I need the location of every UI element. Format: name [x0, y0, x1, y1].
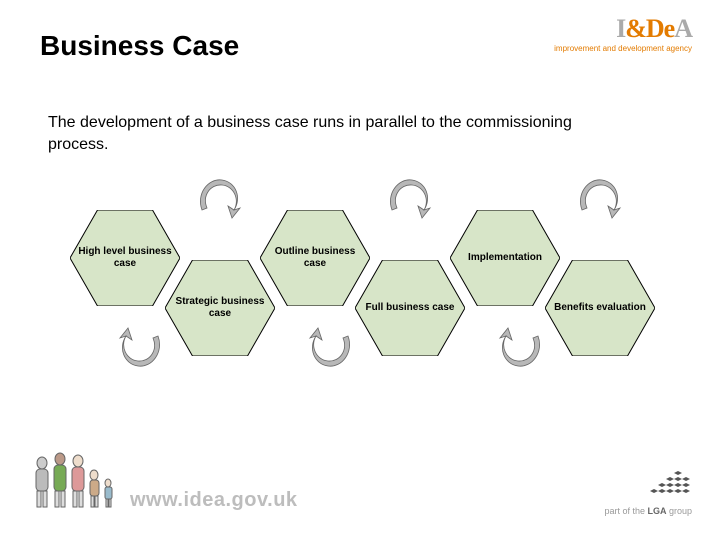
slide: Business Case I&DeA improvement and deve… — [0, 0, 720, 540]
loop-arrow-bottom — [110, 326, 170, 379]
hex-node: Benefits evaluation — [545, 260, 655, 356]
subtitle: The development of a business case runs … — [48, 112, 608, 155]
hex-node: Outline business case — [260, 210, 370, 306]
lga-text-bold: LGA — [647, 506, 666, 516]
hex-label: Strategic business case — [165, 260, 275, 356]
hex-node: High level business case — [70, 210, 180, 306]
loop-arrow-top — [380, 172, 440, 225]
hex-label: Implementation — [450, 210, 560, 306]
lga-logo: part of the LGA group — [604, 467, 692, 516]
lga-dots-icon — [604, 467, 692, 506]
hex-node: Full business case — [355, 260, 465, 356]
lga-text-part: part of the — [604, 506, 647, 516]
brand-mark: I&DeA — [554, 14, 692, 44]
loop-arrow-top — [190, 172, 250, 225]
hex-label: Full business case — [355, 260, 465, 356]
brand-part: A — [674, 14, 692, 43]
process-diagram: High level business caseStrategic busine… — [70, 190, 670, 360]
footer-url: www.idea.gov.uk — [130, 489, 298, 512]
brand-tagline: improvement and development agency — [554, 44, 692, 53]
loop-arrow-bottom — [490, 326, 550, 379]
lga-text: part of the LGA group — [604, 506, 692, 516]
loop-arrow-bottom — [300, 326, 360, 379]
brand-part: I — [616, 14, 625, 43]
people-illustration — [28, 449, 123, 516]
loop-arrow-top — [570, 172, 630, 225]
lga-text-rest: group — [666, 506, 692, 516]
brand-part: & — [625, 14, 646, 43]
hex-label: Benefits evaluation — [545, 260, 655, 356]
brand-logo: I&DeA improvement and development agency — [554, 14, 692, 53]
brand-part: De — [646, 14, 674, 43]
page-title: Business Case — [40, 30, 239, 62]
hex-label: High level business case — [70, 210, 180, 306]
hex-node: Implementation — [450, 210, 560, 306]
hex-node: Strategic business case — [165, 260, 275, 356]
hex-label: Outline business case — [260, 210, 370, 306]
